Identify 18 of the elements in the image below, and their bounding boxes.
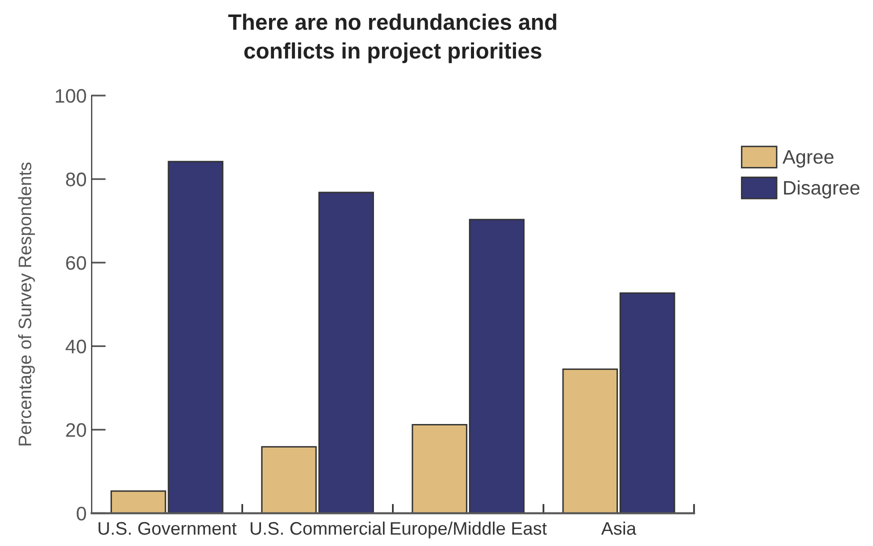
- y-tick-label: 0: [76, 506, 86, 520]
- x-tick-label: Asia: [601, 522, 636, 535]
- bar: [261, 446, 317, 514]
- y-tick-label: 100: [56, 89, 86, 103]
- chart-title: There are no redundancies and conflicts in project priorities: [228, 14, 556, 64]
- bar: [318, 192, 374, 514]
- y-tick-label: 40: [66, 340, 86, 354]
- bar: [110, 490, 166, 514]
- y-tick-label: 80: [66, 172, 86, 186]
- y-tick-label: 20: [66, 423, 86, 437]
- legend-label: Agree: [782, 150, 834, 168]
- x-tick-label: Europe/Middle East: [390, 522, 547, 538]
- bar: [168, 160, 224, 514]
- y-axis-title: Percentage of Survey Respondents: [18, 162, 35, 446]
- legend-label: Disagree: [784, 180, 860, 199]
- x-tick-label: U.S. Government: [98, 522, 237, 535]
- y-tick-label: 60: [66, 256, 86, 270]
- x-tick-label: U.S. Commercial: [250, 522, 385, 535]
